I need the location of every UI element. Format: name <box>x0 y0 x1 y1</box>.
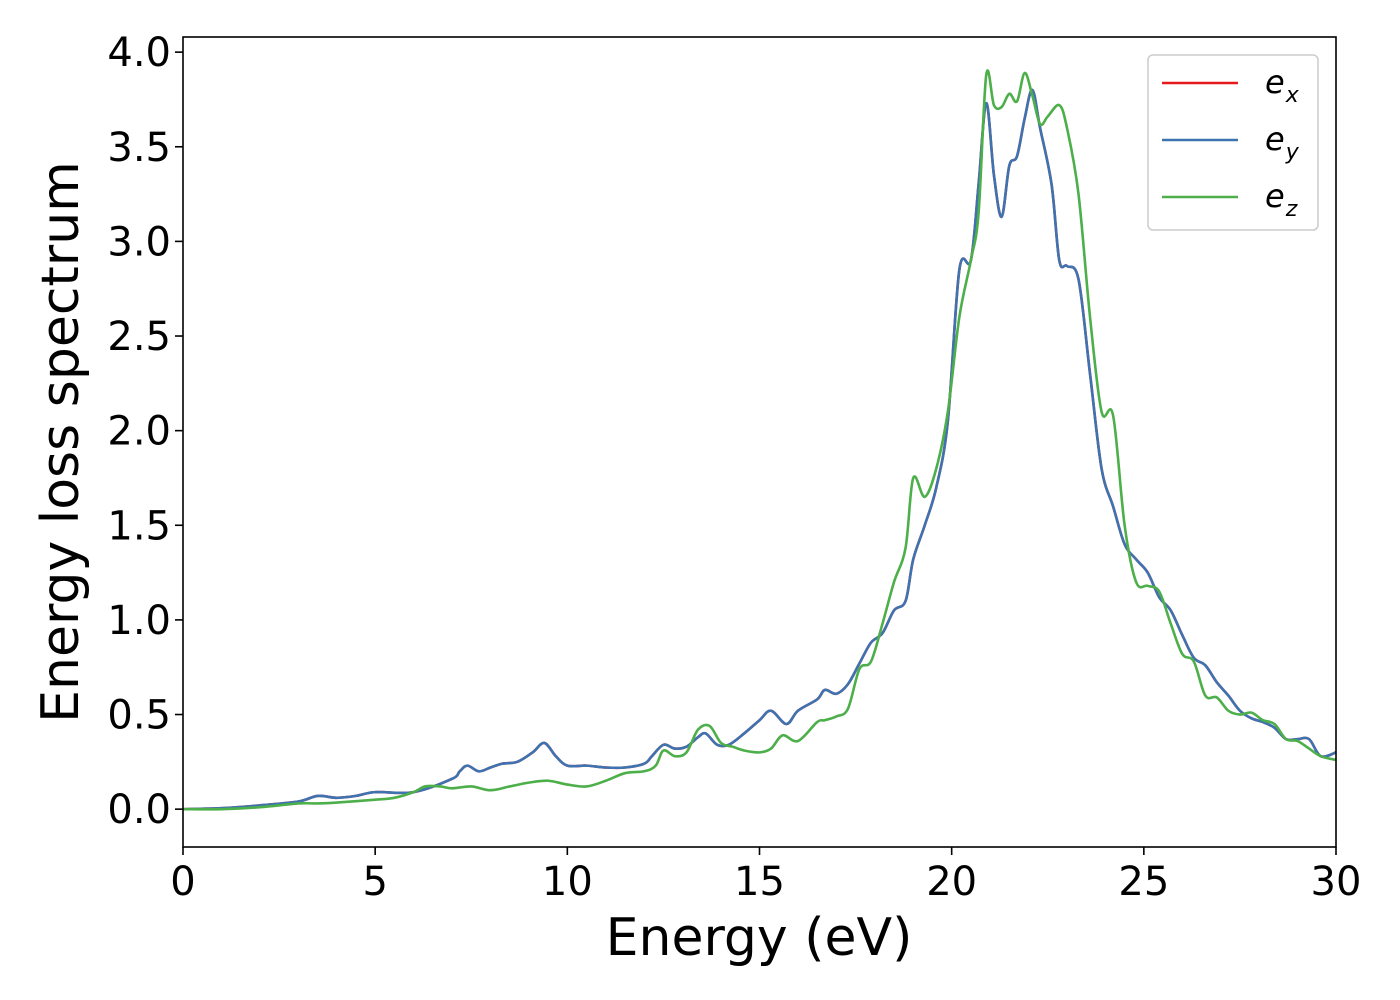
x-axis-ticks: 0 5 10 15 20 25 30 <box>170 847 1361 905</box>
series-line-e-z <box>183 69 1336 811</box>
y-tick-label: 3.5 <box>107 125 171 171</box>
y-tick-label: 1.5 <box>107 503 171 549</box>
x-axis-label: Energy (eV) <box>606 908 913 968</box>
y-axis-ticks: 0.0 0.5 1.0 1.5 2.0 2.5 3.0 3.5 4.0 <box>107 30 183 833</box>
x-tick-label: 5 <box>362 859 387 905</box>
x-tick-label: 10 <box>542 859 593 905</box>
y-tick-label: 1.0 <box>107 598 171 644</box>
y-tick-label: 2.0 <box>107 409 171 455</box>
x-tick-label: 30 <box>1311 859 1362 905</box>
legend-box <box>1147 54 1319 231</box>
y-tick-label: 4.0 <box>107 30 171 76</box>
y-tick-label: 2.5 <box>107 314 171 360</box>
x-tick-label: 20 <box>926 859 977 905</box>
x-tick-label: 15 <box>734 859 785 905</box>
x-tick-label: 0 <box>170 859 195 905</box>
y-axis-label: Energy loss spectrum <box>31 161 91 723</box>
y-tick-label: 0.0 <box>107 787 171 833</box>
x-tick-label: 25 <box>1118 859 1169 905</box>
y-tick-label: 3.0 <box>107 219 171 265</box>
legend-label-e-y: ey <box>1265 120 1300 165</box>
plot-background <box>183 37 1336 847</box>
series-layer <box>183 69 1336 811</box>
y-tick-label: 0.5 <box>107 693 171 739</box>
